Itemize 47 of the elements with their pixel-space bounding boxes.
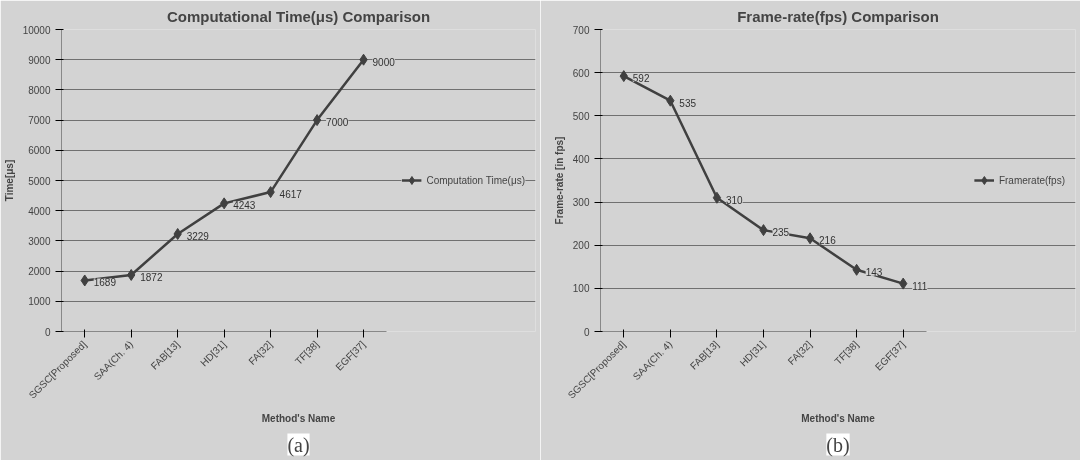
legend-label: Framerate(fps) xyxy=(998,174,1065,186)
y-tick-label: 0 xyxy=(44,326,51,338)
y-tick-label: 10000 xyxy=(22,24,51,36)
y-tick-label: 600 xyxy=(572,67,590,79)
y-tick-label: 100 xyxy=(572,283,590,295)
y-tick-label: 6000 xyxy=(28,145,51,157)
y-tick-label: 300 xyxy=(572,197,590,209)
data-label: 111 xyxy=(912,280,928,292)
chart-title: Computational Time(μs) Comparison xyxy=(166,7,431,25)
y-tick-label: 1000 xyxy=(28,296,51,308)
y-tick-label: 700 xyxy=(572,24,590,36)
x-axis-title: Method's Name xyxy=(801,412,876,424)
y-tick-label: 5000 xyxy=(28,175,51,187)
y-tick-label: 2000 xyxy=(28,266,51,278)
y-tick-label: 500 xyxy=(572,110,590,122)
y-tick-label: 3000 xyxy=(28,235,51,247)
data-label: 535 xyxy=(679,97,697,109)
legend-label: Computation Time(μs) xyxy=(426,174,525,186)
y-tick-label: 400 xyxy=(572,153,590,165)
data-label: 216 xyxy=(819,235,837,247)
data-label: 4617 xyxy=(279,189,303,201)
y-tick-label: 200 xyxy=(572,240,590,252)
y-tick-label: 4000 xyxy=(28,205,51,217)
y-tick-label: 0 xyxy=(583,326,590,338)
text: (a) xyxy=(287,433,310,457)
y-tick-label: 9000 xyxy=(28,54,51,66)
text: (b) xyxy=(826,433,850,457)
point xyxy=(312,114,322,127)
chart-title: Frame-rate(fps) Comparison xyxy=(737,7,939,25)
data-label: 7000 xyxy=(326,117,349,129)
y-tick-label: 7000 xyxy=(28,115,51,127)
data-label: 143 xyxy=(865,266,883,278)
data-label: 310 xyxy=(725,194,744,206)
data-label: 235 xyxy=(772,227,790,239)
point xyxy=(712,191,722,204)
x-axis-title: Method's Name xyxy=(261,412,336,424)
data-label: 9000 xyxy=(372,56,396,68)
data-label: 3229 xyxy=(186,230,210,242)
data-label: 592 xyxy=(632,73,650,85)
y-axis-title: Frame-rate [in fps] xyxy=(553,136,565,225)
point xyxy=(805,232,815,245)
point xyxy=(219,197,229,210)
y-tick-label: 8000 xyxy=(28,84,51,96)
y-axis-title: Time[μs] xyxy=(3,159,15,202)
data-label: 1872 xyxy=(140,271,163,283)
data-label: 4243 xyxy=(233,200,256,212)
data-label: 1689 xyxy=(93,277,117,289)
